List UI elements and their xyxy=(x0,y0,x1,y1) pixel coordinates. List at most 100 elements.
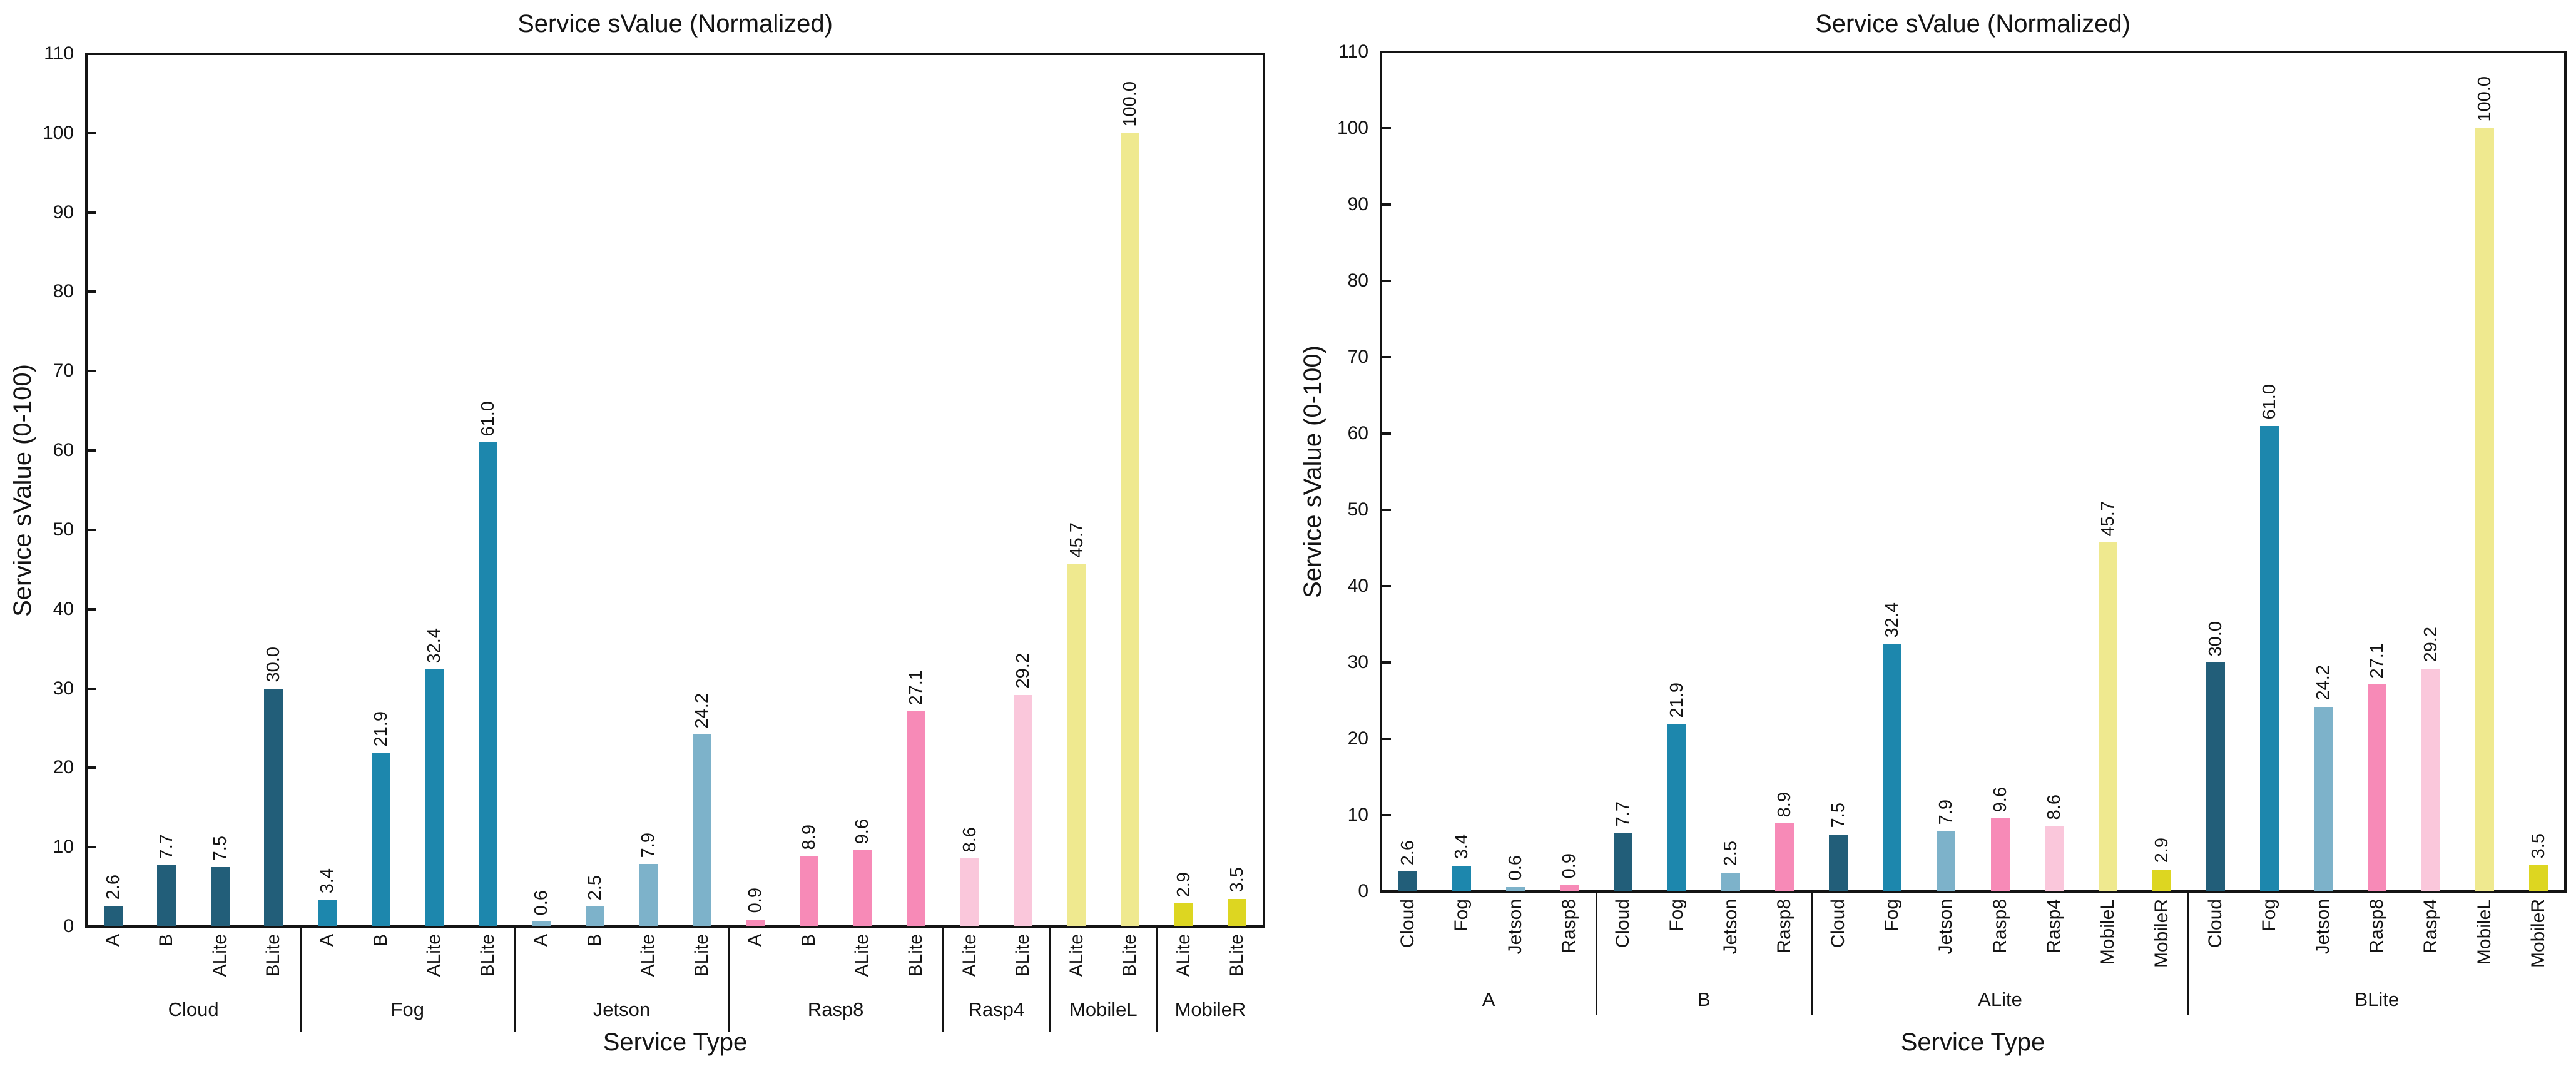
group-separator xyxy=(1810,891,1813,1015)
bar xyxy=(1452,865,1472,891)
bar xyxy=(2152,869,2171,891)
group-separator xyxy=(1156,926,1158,1032)
bar xyxy=(746,919,765,926)
group-separator xyxy=(942,926,944,1032)
bar xyxy=(1829,834,1848,891)
bar xyxy=(1560,885,1579,891)
bar xyxy=(692,734,711,926)
y-tick-label: 100 xyxy=(1336,118,1368,138)
y-tick-label: 110 xyxy=(1338,41,1368,62)
chart-title: Service sValue (Normalized) xyxy=(517,10,833,38)
bar-value-label: 27.1 xyxy=(2366,642,2387,679)
bar xyxy=(2367,684,2386,891)
bar xyxy=(1398,871,1418,891)
group-label: MobileR xyxy=(1174,998,1246,1020)
x-tick-label: Fog xyxy=(1451,899,1472,931)
x-tick-label: Rasp4 xyxy=(2043,899,2064,953)
y-tick xyxy=(1381,203,1391,206)
y-tick-label: 90 xyxy=(53,201,74,223)
x-tick-label: Fog xyxy=(1666,899,1688,931)
y-tick-label: 70 xyxy=(53,360,74,382)
group-label: MobileL xyxy=(1069,998,1138,1020)
bar xyxy=(2475,128,2494,891)
y-tick-label: 80 xyxy=(1347,270,1368,291)
bar xyxy=(1883,644,1902,891)
x-tick-label: MobileR xyxy=(2527,899,2548,968)
y-tick-label: 60 xyxy=(53,440,74,461)
bar-value-label: 8.6 xyxy=(2044,794,2064,820)
group-separator xyxy=(2187,891,2190,1015)
bar xyxy=(1667,724,1687,891)
y-tick xyxy=(86,131,96,134)
bar xyxy=(639,863,658,926)
x-tick-label: Rasp8 xyxy=(1559,899,1580,953)
bar-value-label: 7.9 xyxy=(1936,799,1957,825)
group-label: Rasp8 xyxy=(807,998,864,1020)
x-tick-label: MobileR xyxy=(2151,899,2172,968)
x-tick-label: Rasp8 xyxy=(1774,899,1795,953)
group-separator xyxy=(513,926,516,1032)
y-axis-label: Service sValue (0-100) xyxy=(1298,345,1326,598)
y-tick xyxy=(1381,432,1391,435)
bar-value-label: 8.9 xyxy=(1774,792,1795,818)
y-tick xyxy=(86,370,96,373)
y-tick-label: 40 xyxy=(1347,576,1368,596)
y-tick xyxy=(1381,585,1391,587)
y-tick xyxy=(86,528,96,531)
bar xyxy=(478,442,497,926)
bar xyxy=(2098,542,2117,891)
y-tick-label: 0 xyxy=(63,916,74,936)
bar-value-label: 24.2 xyxy=(2313,665,2333,701)
bar-value-label: 100.0 xyxy=(2474,76,2495,122)
y-tick-label: 20 xyxy=(1347,728,1368,749)
bar xyxy=(1614,833,1633,891)
y-tick-label: 20 xyxy=(53,757,74,778)
bar-value-label: 9.6 xyxy=(1990,786,2010,812)
plot-border xyxy=(1380,51,2567,893)
bar xyxy=(210,866,230,926)
bar-value-label: 3.4 xyxy=(1452,834,1472,860)
y-tick-label: 100 xyxy=(42,122,74,143)
y-tick xyxy=(86,211,96,214)
y-tick xyxy=(1381,814,1391,816)
y-tick-label: 90 xyxy=(1347,194,1368,215)
y-tick xyxy=(86,290,96,293)
bar xyxy=(1067,564,1086,926)
bar-value-label: 2.5 xyxy=(1721,841,1741,866)
y-tick-label: 60 xyxy=(1347,423,1368,444)
x-tick-label: Cloud xyxy=(1397,899,1418,948)
bar xyxy=(157,865,176,926)
bar xyxy=(103,906,123,926)
x-axis-label: Service Type xyxy=(1900,1028,2045,1056)
bar-value-label: 32.4 xyxy=(1882,602,1903,638)
bar xyxy=(799,856,818,926)
x-tick-label: MobileL xyxy=(2097,899,2118,965)
plot-border xyxy=(85,53,1265,928)
bar xyxy=(1121,133,1140,926)
bar-value-label: 61.0 xyxy=(2259,384,2279,420)
bar-value-label: 2.9 xyxy=(2151,838,2172,863)
group-label: Cloud xyxy=(168,998,219,1020)
x-tick-label: Jetson xyxy=(1505,899,1526,955)
group-separator xyxy=(728,926,730,1032)
y-tick xyxy=(86,846,96,849)
bar xyxy=(2528,865,2548,891)
group-separator xyxy=(299,926,302,1032)
y-tick-label: 40 xyxy=(53,598,74,619)
x-tick-label: Jetson xyxy=(2312,899,2333,955)
bar xyxy=(2259,425,2279,891)
bar xyxy=(371,753,390,926)
group-label: Jetson xyxy=(593,998,651,1020)
y-tick xyxy=(1381,738,1391,740)
bar xyxy=(532,921,551,926)
y-tick-label: 70 xyxy=(1347,347,1368,367)
x-tick-label: Cloud xyxy=(1828,899,1849,948)
bar xyxy=(853,850,872,926)
x-tick-label: Jetson xyxy=(1935,899,1957,955)
chart-title: Service sValue (Normalized) xyxy=(1815,10,2131,38)
y-tick xyxy=(1381,280,1391,282)
group-label: Rasp4 xyxy=(968,998,1025,1020)
x-tick-label: Cloud xyxy=(2204,899,2226,948)
y-tick xyxy=(1381,356,1391,358)
